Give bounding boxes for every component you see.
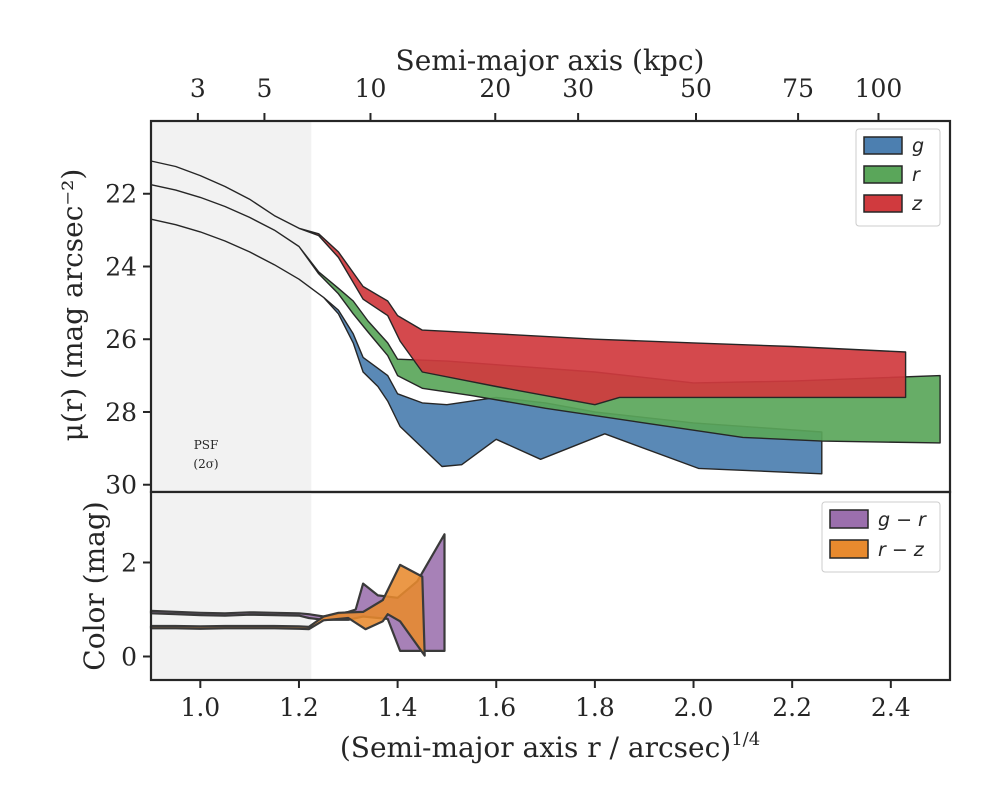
legend-swatch-r-minus-z bbox=[829, 539, 869, 559]
kpc-tick-label: 50 bbox=[680, 74, 712, 103]
kpc-tick-label: 100 bbox=[855, 74, 903, 103]
top-legend: grz bbox=[855, 128, 941, 227]
legend-label-g: g bbox=[912, 135, 924, 157]
x-tick-label: 1.8 bbox=[575, 693, 615, 722]
top-kpc-ticks: 3 5 10 20 30 50 75 100 bbox=[190, 74, 902, 121]
y-axis-title-bottom: Color (mag) bbox=[78, 501, 111, 670]
x-tick-label: 1.6 bbox=[476, 693, 516, 722]
y-tick-label: 30 bbox=[105, 471, 137, 500]
legend-swatch-r bbox=[863, 165, 903, 184]
bottom-y-ticks: 02 bbox=[121, 549, 151, 672]
color-y-tick-label: 0 bbox=[121, 643, 137, 672]
color-y-tick-label: 2 bbox=[121, 549, 137, 578]
band-r-minus-z bbox=[149, 563, 426, 657]
y-tick-label: 24 bbox=[105, 252, 137, 281]
x-tick-label: 2.4 bbox=[871, 693, 911, 722]
psf-label-line2: (2σ) bbox=[193, 457, 218, 471]
y-tick-label: 28 bbox=[105, 398, 137, 427]
surface-brightness-panel: 22 24 26 28 30 3 5 10 20 30 50 75 100 PSF (2σ) grz bbox=[105, 74, 952, 500]
x-tick-label: 2.2 bbox=[772, 693, 812, 722]
surface-brightness-series bbox=[150, 160, 941, 475]
kpc-tick-label: 10 bbox=[355, 74, 387, 103]
psf-shaded-region bbox=[151, 121, 312, 492]
legend-swatch-g bbox=[863, 136, 903, 155]
y-tick-label: 22 bbox=[105, 180, 137, 209]
top-y-ticks: 22 24 26 28 30 bbox=[105, 180, 151, 500]
x-axis-title-main: (Semi-major axis r / arcsec) bbox=[340, 731, 731, 764]
kpc-tick-label: 30 bbox=[562, 74, 594, 103]
legend-label-g-minus-r: g − r bbox=[878, 509, 927, 531]
kpc-tick-label: 3 bbox=[190, 74, 206, 103]
x-tick-label: 2.0 bbox=[674, 693, 714, 722]
top-axis-title: Semi-major axis (kpc) bbox=[396, 44, 705, 77]
bottom-legend: g − r r − z bbox=[821, 501, 941, 573]
x-axis-title: (Semi-major axis r / arcsec)1/4 bbox=[340, 729, 760, 764]
psf-label-line1: PSF bbox=[194, 438, 219, 452]
legend-swatch-g-minus-r bbox=[829, 509, 869, 529]
x-axis-title-exponent: 1/4 bbox=[731, 729, 760, 750]
y-axis-title-top: μ(r) (mag arcsec⁻²) bbox=[56, 169, 89, 442]
legend-swatch-z bbox=[863, 194, 903, 213]
psf-shaded-region-color bbox=[151, 492, 312, 680]
kpc-tick-label: 20 bbox=[479, 74, 511, 103]
legend-label-z: z bbox=[911, 193, 923, 215]
bottom-panel-frame bbox=[149, 490, 952, 682]
x-tick-label: 1.4 bbox=[378, 693, 418, 722]
kpc-tick-label: 75 bbox=[782, 74, 814, 103]
x-tick-label: 1.0 bbox=[180, 693, 220, 722]
band-z bbox=[150, 160, 907, 406]
color-panel: 02 1.0 1.2 1.4 1.6 1.8 2.0 2.2 2.4 g − rr − z bbox=[121, 490, 952, 722]
y-tick-label: 26 bbox=[105, 325, 137, 354]
bottom-x-ticks: 1.0 1.2 1.4 1.6 1.8 2.0 2.2 2.4 bbox=[180, 680, 911, 722]
band-g bbox=[150, 218, 823, 475]
legend-label-r-minus-z: r − z bbox=[878, 539, 925, 561]
x-tick-label: 1.2 bbox=[279, 693, 319, 722]
color-series bbox=[149, 533, 446, 657]
kpc-tick-label: 5 bbox=[256, 74, 272, 103]
legend-label-r: r bbox=[912, 164, 921, 186]
